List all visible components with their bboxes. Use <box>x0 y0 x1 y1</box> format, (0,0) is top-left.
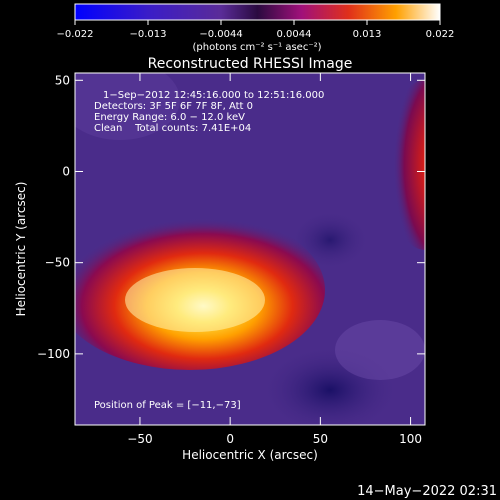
annotation-energy: Energy Range: 6.0 − 12.0 keV <box>94 112 245 123</box>
colorbar-tick-label: 0.0044 <box>277 29 312 40</box>
colorbar-tick-label: 0.022 <box>426 29 455 40</box>
colorbar-tick-label: −0.022 <box>56 29 93 40</box>
x-tick-label: 0 <box>226 432 234 446</box>
y-axis-label: Heliocentric Y (arcsec) <box>14 182 28 317</box>
peak-position-label: Position of Peak = [−11,−73] <box>94 400 241 411</box>
chart-title: Reconstructed RHESSI Image <box>148 56 353 72</box>
x-axis-label: Heliocentric X (arcsec) <box>182 448 318 462</box>
annotation-detectors: Detectors: 3F 5F 6F 7F 8F, Att 0 <box>94 101 253 112</box>
colorbar-tick-label: −0.0044 <box>199 29 242 40</box>
colorbar <box>74 3 441 21</box>
plot-frame <box>74 72 426 426</box>
y-tick-label: −100 <box>37 347 70 361</box>
x-tick-label: 50 <box>313 432 328 446</box>
timestamp: 14−May−2022 02:31 <box>357 484 497 499</box>
heatmap-image <box>75 73 425 425</box>
colorbar-tick-label: −0.013 <box>129 29 166 40</box>
annotation-counts: Clean Total counts: 7.41E+04 <box>94 123 251 134</box>
colorbar-ticks: −0.022 −0.013 −0.0044 0.0044 0.013 0.022 <box>56 20 454 40</box>
y-tick-label: 50 <box>55 73 70 87</box>
x-tick-label: −50 <box>127 432 152 446</box>
y-tick-label: 0 <box>62 164 70 178</box>
colorbar-tick-label: 0.013 <box>353 29 382 40</box>
axis-ticks: −50 0 50 100 50 0 −50 −100 <box>37 73 425 446</box>
annotation-time: 1−Sep−2012 12:45:16.000 to 12:51:16.000 <box>103 90 324 101</box>
y-tick-label: −50 <box>45 256 70 270</box>
x-tick-label: 100 <box>399 432 422 446</box>
colorbar-unit-label: (photons cm⁻² s⁻¹ asec⁻²) <box>192 42 321 53</box>
